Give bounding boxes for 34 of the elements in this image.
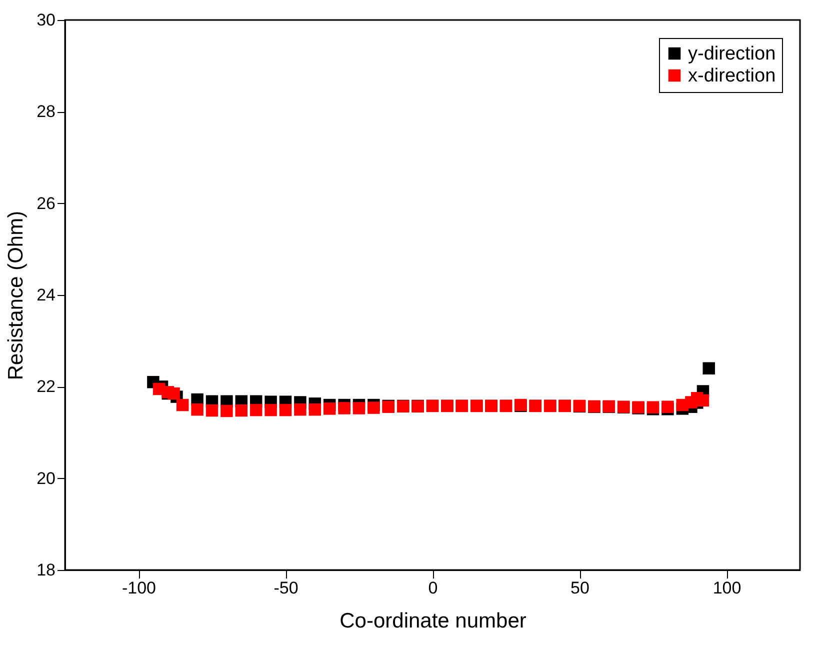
x-tick-label: 0	[428, 578, 438, 598]
point	[264, 404, 277, 416]
point	[338, 402, 350, 414]
point	[308, 403, 322, 416]
point	[220, 404, 233, 418]
point	[294, 403, 306, 416]
point	[279, 404, 292, 416]
point	[235, 404, 248, 417]
x-tick-label: -50	[274, 578, 298, 598]
point	[323, 402, 336, 415]
point	[191, 403, 204, 416]
y-tick-label: 18	[36, 560, 56, 580]
point	[250, 404, 262, 416]
point	[168, 387, 180, 400]
y-tick-label: 28	[36, 102, 56, 122]
point	[206, 404, 218, 417]
y-axis-title: Resistance (Ohm)	[4, 210, 28, 380]
legend-label: x-direction	[688, 66, 776, 86]
x-tick-label: -100	[122, 578, 156, 598]
point	[702, 362, 715, 374]
legend-label: y-direction	[688, 44, 776, 64]
x-tick-label: 100	[712, 578, 742, 598]
x-tick-label: 50	[570, 578, 590, 598]
point	[368, 402, 380, 414]
x-axis-title: Co-ordinate number	[340, 610, 526, 632]
y-tick-label: 22	[36, 377, 56, 396]
point	[352, 402, 366, 414]
y-tick-label: 26	[36, 194, 56, 213]
y-tick-label: 30	[36, 10, 56, 30]
point	[662, 400, 674, 413]
point	[696, 394, 710, 407]
y-tick-label: 24	[36, 286, 56, 304]
point	[176, 398, 189, 412]
y-tick-label: 20	[36, 468, 56, 488]
